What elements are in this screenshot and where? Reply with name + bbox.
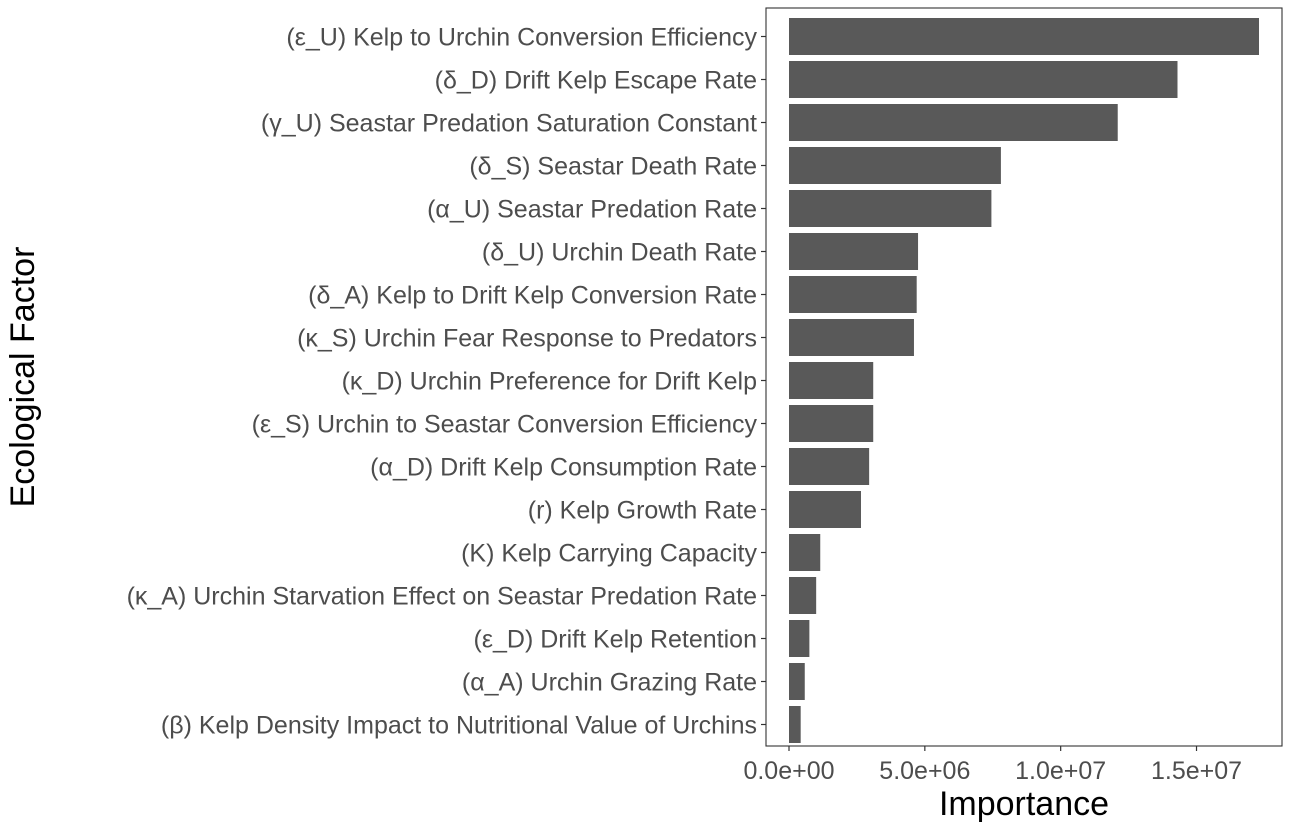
- x-axis-title: Importance: [939, 785, 1109, 823]
- y-tick-label: (K) Kelp Carrying Capacity: [461, 540, 757, 568]
- y-axis: (ε_U) Kelp to Urchin Conversion Efficien…: [127, 24, 766, 740]
- x-tick-label: 0.0e+00: [743, 757, 834, 785]
- bars-group: [789, 18, 1259, 743]
- plot-panel-border: [765, 7, 1283, 747]
- x-tick-label: 1.0e+07: [1015, 757, 1106, 785]
- y-tick-label: (ε_D) Drift Kelp Retention: [474, 626, 757, 654]
- x-axis: 0.0e+00 5.0e+06 1.0e+07 1.5e+07: [743, 746, 1242, 785]
- y-tick-label: (α_A) Urchin Grazing Rate: [462, 669, 757, 697]
- bar: [789, 190, 992, 227]
- bar: [789, 706, 801, 743]
- bar: [789, 405, 874, 442]
- y-tick-label: (β) Kelp Density Impact to Nutritional V…: [161, 712, 757, 740]
- bar: [789, 620, 810, 657]
- y-tick-label: (ε_S) Urchin to Seastar Conversion Effic…: [252, 411, 758, 439]
- bar: [789, 319, 914, 356]
- y-tick-label: (ε_U) Kelp to Urchin Conversion Efficien…: [286, 24, 757, 52]
- bar: [789, 491, 861, 528]
- y-tick-label: (δ_D) Drift Kelp Escape Rate: [435, 67, 757, 95]
- y-tick-label: (δ_S) Seastar Death Rate: [469, 153, 757, 181]
- y-tick-label: (κ_D) Urchin Preference for Drift Kelp: [342, 368, 757, 396]
- y-tick-label: (α_D) Drift Kelp Consumption Rate: [370, 454, 757, 482]
- bar: [789, 577, 817, 614]
- bar: [789, 61, 1178, 98]
- y-axis-title: Ecological Factor: [4, 247, 42, 508]
- x-tick-label: 1.5e+07: [1151, 757, 1242, 785]
- y-tick-label: (κ_S) Urchin Fear Response to Predators: [297, 325, 757, 353]
- y-tick-label: (δ_A) Kelp to Drift Kelp Conversion Rate: [308, 282, 757, 310]
- y-tick-label: (δ_U) Urchin Death Rate: [482, 239, 757, 267]
- bar: [789, 276, 917, 313]
- x-tick-label: 5.0e+06: [879, 757, 970, 785]
- bar: [789, 362, 874, 399]
- y-tick-label: (γ_U) Seastar Predation Saturation Const…: [261, 110, 757, 138]
- bar: [789, 663, 805, 700]
- bar: [789, 448, 870, 485]
- bar: [789, 233, 919, 270]
- bar: [789, 104, 1118, 141]
- bar: [789, 18, 1259, 55]
- y-tick-label: (r) Kelp Growth Rate: [528, 497, 757, 525]
- y-tick-label: (α_U) Seastar Predation Rate: [427, 196, 757, 224]
- y-tick-label: (κ_A) Urchin Starvation Effect on Seasta…: [127, 583, 757, 611]
- bar: [789, 534, 821, 571]
- bar: [789, 147, 1001, 184]
